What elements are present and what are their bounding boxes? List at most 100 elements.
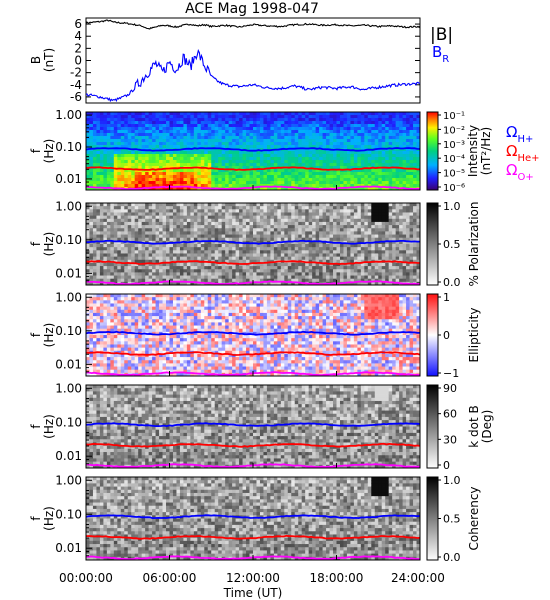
spectrogram-cells (86, 477, 421, 561)
colorbar-tick-label: 0.0 (443, 276, 461, 289)
spectrogram-intensity: 1.00 0.10 0.01 f (Hz) 10⁻¹ 10⁻² 10⁻³ 10⁻⁴ 10⁻⁵ 10⁻… (29, 108, 540, 194)
he-plus-cyclotron-line (85, 442, 421, 448)
spectrogram-cells (86, 112, 421, 191)
y-axis-unit: (Hz) (42, 323, 56, 348)
cyclotron-legend-item: ΩO+ (506, 161, 534, 183)
b-field-plot-frame (85, 17, 421, 104)
spectrogram-ellipticity: 1.00 0.10 0.01 f (Hz) 1 0 −1 Ellipticity (29, 290, 481, 380)
x-tick-label: 12:00:00 (226, 571, 280, 585)
spectrogram-kdotb: 1.00 0.10 0.01 f (Hz) 90 60 30 0 k dot B (Deg) (29, 381, 494, 472)
b-field-tick-label: -6 (70, 90, 82, 104)
y-axis-unit: (Hz) (42, 506, 56, 531)
y-tick-label: 1.00 (55, 199, 82, 213)
time-axis: 00:00:00 06:00:00 12:00:00 18:00:00 24:0… (59, 571, 445, 600)
y-tick-label: 0.01 (55, 172, 82, 186)
colorbar-label: Coherency (467, 486, 481, 550)
colorbar-label: Intensity (466, 125, 480, 177)
b-field-tick-label: 6 (74, 17, 82, 31)
colorbar-unit: (Deg) (480, 410, 494, 444)
y-axis-unit: (Hz) (42, 139, 56, 164)
colorbar-tick-label: 60 (443, 408, 457, 421)
colorbar-tick-label: 1.0 (443, 200, 461, 213)
y-tick-label: 1.00 (55, 473, 82, 487)
y-tick-label: 0.01 (55, 266, 82, 280)
h-plus-cyclotron-line (85, 514, 421, 520)
x-tick-label: 00:00:00 (59, 571, 113, 585)
y-axis-label: f (29, 332, 43, 337)
x-tick-label: 18:00:00 (310, 571, 364, 585)
colorbar (426, 476, 439, 561)
b-field-y-label: B (29, 56, 43, 64)
y-tick-label: 0.10 (55, 324, 82, 338)
colorbar-label: % Polarization (467, 202, 481, 287)
colorbar-tick-label: 10⁻⁶ (443, 183, 465, 194)
figure-title: ACE Mag 1998-047 (185, 1, 319, 17)
b-field-y-unit: (nT) (42, 48, 56, 72)
he-plus-cyclotron-line (85, 351, 421, 356)
colorbar-tick-label: 1.0 (443, 474, 461, 487)
y-tick-label: 1.00 (55, 381, 82, 395)
b-field-tick-label: -4 (70, 78, 82, 92)
colorbar (426, 111, 439, 191)
x-tick-label: 24:00:00 (391, 571, 445, 585)
legend-b-r: BR (432, 43, 449, 65)
colorbar-tick-label: 0.5 (443, 513, 461, 526)
colorbar-label: k dot B (467, 405, 481, 447)
cyclotron-legend-item: ΩH+ (506, 123, 533, 145)
y-tick-label: 1.00 (55, 290, 82, 304)
b-field-series (85, 19, 421, 103)
colorbar-tick-label: 10⁻³ (443, 140, 465, 151)
h-plus-cyclotron-line (85, 147, 421, 152)
colorbar-tick-label: 30 (443, 433, 457, 446)
legend-b-magnitude: |B| (430, 25, 453, 45)
b-field-tick-label: -2 (70, 66, 82, 80)
y-axis-label: f (29, 424, 43, 429)
colorbar-tick-label: 90 (443, 382, 457, 395)
colorbar-tick-label: 0.5 (443, 238, 461, 251)
colorbar-tick-label: −1 (443, 367, 459, 380)
colorbar-tick-label: 10⁻¹ (443, 111, 465, 122)
colorbar-tick-label: 10⁻⁵ (443, 169, 465, 180)
b-field-tick-label: 0 (74, 54, 82, 68)
y-tick-label: 0.10 (55, 507, 82, 521)
colorbar-label: Ellipticity (467, 308, 481, 363)
he-plus-cyclotron-line (86, 166, 420, 171)
spectrogram-coherency: 1.00 0.10 0.01 f (Hz) 1.0 0.5 0.0 Coherency (29, 473, 481, 564)
spectrogram-polarization: 1.00 0.10 0.01 f (Hz) 1.0 0.5 0.0 % Polarization (29, 199, 481, 289)
b-field-tick-label: 4 (74, 29, 82, 43)
colorbar-tick-label: 0 (443, 459, 450, 472)
y-tick-label: 0.10 (55, 415, 82, 429)
spectrogram-cells (86, 203, 421, 286)
y-tick-label: 0.01 (55, 449, 82, 463)
colorbar (426, 202, 439, 286)
y-tick-label: 1.00 (55, 108, 82, 122)
colorbar-tick-label: 0.0 (443, 551, 461, 564)
y-axis-label: f (29, 241, 43, 246)
y-axis-unit: (Hz) (42, 232, 56, 257)
y-axis-unit: (Hz) (42, 414, 56, 439)
colorbar (426, 384, 439, 469)
cyclotron-legend-item: ΩHe+ (506, 142, 540, 164)
h-plus-cyclotron-line (85, 422, 421, 428)
colorbar-tick-label: 10⁻² (443, 125, 465, 136)
h-plus-cyclotron-line (86, 239, 420, 245)
y-tick-label: 0.01 (55, 357, 82, 371)
y-tick-label: 0.10 (55, 233, 82, 247)
colorbar-tick-label: 0 (443, 329, 450, 342)
spectrogram-panels: 1.000.100.01f (Hz)10⁻¹10⁻²10⁻³10⁻⁴10⁻⁵10⁻… (29, 108, 540, 564)
b-magnitude-line (85, 19, 421, 30)
colorbar-tick-label: 10⁻⁴ (443, 154, 465, 165)
spectrogram-cells (86, 385, 421, 469)
b-field-tick-label: 2 (74, 41, 82, 55)
h-plus-cyclotron-line (85, 330, 421, 336)
he-plus-cyclotron-line (85, 534, 421, 540)
x-tick-label: 06:00:00 (143, 571, 197, 585)
colorbar (426, 293, 439, 377)
b-r-line (85, 49, 421, 103)
y-axis-label: f (29, 516, 43, 521)
x-axis-label: Time (UT) (223, 586, 283, 600)
y-axis-label: f (29, 148, 43, 153)
